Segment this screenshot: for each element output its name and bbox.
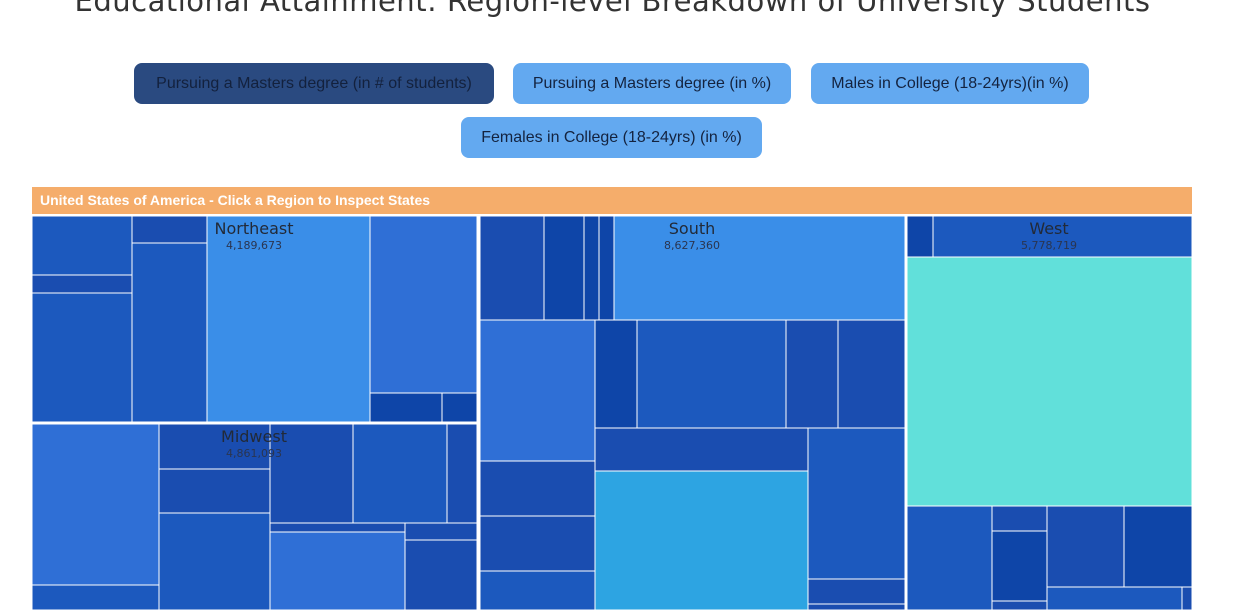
state-tile[interactable] xyxy=(369,215,478,394)
region-label: West xyxy=(1029,219,1068,238)
region-label: South xyxy=(669,219,716,238)
state-tile[interactable] xyxy=(31,423,160,586)
page-title: Educational Attainment: Region-level Bre… xyxy=(74,0,1151,18)
state-tile[interactable] xyxy=(598,215,615,321)
region-south[interactable] xyxy=(479,215,906,610)
region-label: Midwest xyxy=(221,427,287,446)
state-tile[interactable] xyxy=(446,423,478,524)
state-tile[interactable] xyxy=(991,600,1048,610)
state-tile[interactable] xyxy=(636,319,787,429)
region-midwest[interactable] xyxy=(31,423,478,610)
state-tile[interactable] xyxy=(158,468,271,514)
region-value-label: 5,778,719 xyxy=(1021,239,1077,252)
metric-button-masters-percent[interactable]: Pursuing a Masters degree (in %) xyxy=(513,63,791,104)
state-tile[interactable] xyxy=(785,319,839,429)
region-west[interactable] xyxy=(906,215,1193,610)
metric-button-masters-count[interactable]: Pursuing a Masters degree (in # of stude… xyxy=(134,63,494,104)
region-separator xyxy=(477,216,480,610)
state-tile[interactable] xyxy=(31,274,133,294)
state-tile[interactable] xyxy=(932,215,1193,258)
state-tile[interactable] xyxy=(837,319,906,429)
state-tile[interactable] xyxy=(1181,586,1193,610)
state-tile[interactable] xyxy=(369,392,443,423)
state-tile[interactable] xyxy=(807,578,906,605)
state-tile[interactable] xyxy=(991,505,1048,532)
state-tile[interactable] xyxy=(269,531,406,610)
state-tile[interactable] xyxy=(1046,586,1183,610)
state-tile[interactable] xyxy=(479,215,545,321)
state-tile[interactable] xyxy=(583,215,600,321)
state-tile[interactable] xyxy=(543,215,585,321)
state-tile[interactable] xyxy=(991,530,1048,602)
state-tile[interactable] xyxy=(441,392,478,423)
state-tile[interactable] xyxy=(158,512,271,610)
region-value-label: 4,189,673 xyxy=(226,239,282,252)
state-tile[interactable] xyxy=(131,242,208,423)
state-tile[interactable] xyxy=(269,522,406,533)
state-tile[interactable] xyxy=(906,505,993,610)
state-tile[interactable] xyxy=(31,215,133,276)
state-tile[interactable] xyxy=(613,215,906,321)
state-tile[interactable] xyxy=(31,584,160,610)
state-tile[interactable] xyxy=(131,215,208,244)
region-separator xyxy=(905,216,907,610)
state-tile[interactable] xyxy=(807,427,906,580)
state-tile[interactable] xyxy=(479,570,596,610)
state-tile[interactable] xyxy=(31,292,133,423)
state-tile[interactable] xyxy=(1046,505,1125,588)
state-tile[interactable] xyxy=(404,539,478,610)
state-tile[interactable] xyxy=(404,522,478,541)
region-northeast[interactable] xyxy=(31,215,478,423)
metric-button-females-college[interactable]: Females in College (18-24yrs) (in %) xyxy=(461,117,762,158)
state-tile[interactable] xyxy=(1123,505,1193,588)
state-tile[interactable] xyxy=(479,319,596,462)
metric-button-males-college[interactable]: Males in College (18-24yrs)(in %) xyxy=(811,63,1089,104)
region-value-label: 4,861,093 xyxy=(226,447,282,460)
region-separator xyxy=(32,422,477,424)
state-tile[interactable] xyxy=(479,515,596,572)
state-tile[interactable] xyxy=(906,256,1193,507)
state-tile[interactable] xyxy=(206,215,371,423)
region-label: Northeast xyxy=(214,219,293,238)
state-tile[interactable] xyxy=(158,423,271,470)
state-tile[interactable] xyxy=(807,603,906,610)
state-tile[interactable] xyxy=(906,215,934,258)
treemap-breadcrumb-banner[interactable]: United States of America - Click a Regio… xyxy=(32,187,1192,214)
state-tile[interactable] xyxy=(594,470,809,610)
region-value-label: 8,627,360 xyxy=(664,239,720,252)
state-tile[interactable] xyxy=(479,460,596,517)
state-tile[interactable] xyxy=(352,423,448,524)
state-tile[interactable] xyxy=(594,427,809,472)
state-tile[interactable] xyxy=(594,319,638,429)
